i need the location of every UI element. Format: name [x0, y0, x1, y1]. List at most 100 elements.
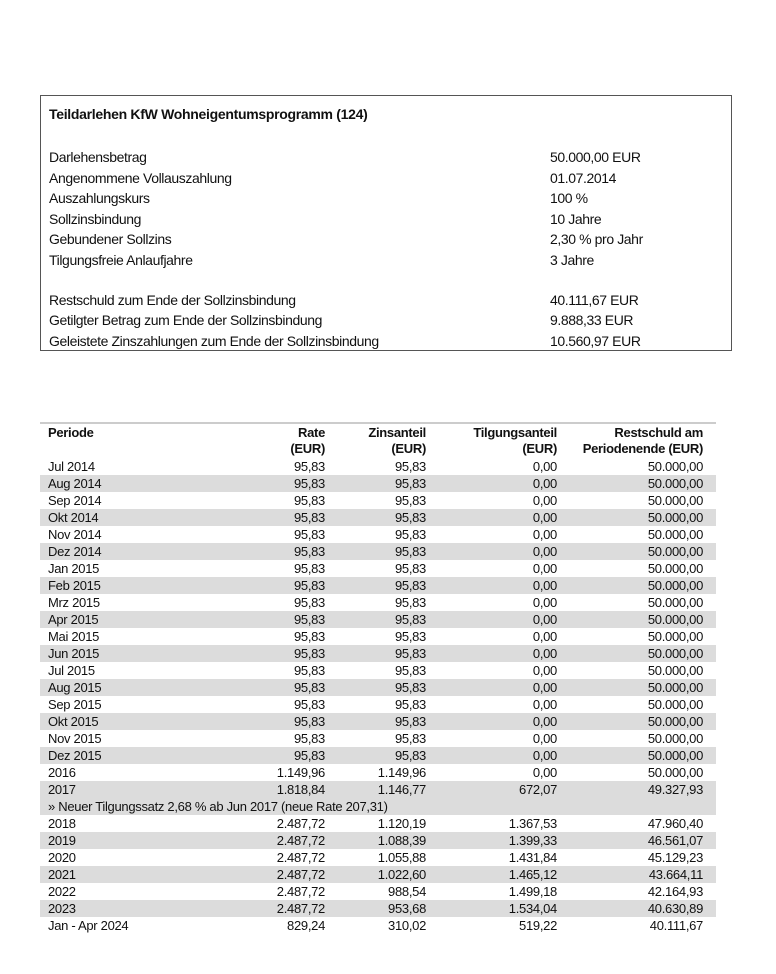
table-cell: Mai 2015 [48, 629, 100, 644]
table-cell: 0,00 [532, 731, 557, 746]
table-header: Periode Rate (EUR) Zinsanteil (EUR) Tilgun… [40, 424, 716, 458]
table-cell: 1.534,04 [508, 901, 558, 916]
table-cell: 0,00 [532, 629, 557, 644]
table-cell: 0,00 [532, 680, 557, 695]
table-cell: 95,83 [394, 595, 426, 610]
table-cell: 2017 [48, 782, 76, 797]
table-cell: 95,83 [293, 578, 325, 593]
table-cell: 2022 [48, 884, 76, 899]
table-cell: 0,00 [532, 612, 557, 627]
table-row: 2023 2.487,72 953,68 1.534,04 40.630,89 [40, 900, 716, 917]
summary-label: Tilgungsfreie Anlaufjahre [49, 252, 193, 268]
summary-value: 01.07.2014 [550, 170, 617, 186]
table-cell: 50.000,00 [647, 680, 703, 695]
table-cell: 95,83 [394, 510, 426, 525]
table-cell: 672,07 [519, 782, 557, 797]
table-cell: 95,83 [293, 510, 325, 525]
table-row: Jan - Apr 2024 829,24 310,02 519,22 40.111,6… [40, 917, 716, 934]
table-row: 2021 2.487,72 1.022,60 1.465,12 43.664,11 [40, 866, 716, 883]
table-cell: 0,00 [532, 544, 557, 559]
table-cell: 0,00 [532, 510, 557, 525]
table-row: Okt 2015 95,83 95,83 0,00 50.000,00 [40, 713, 716, 730]
table-cell: Jul 2015 [48, 663, 95, 678]
table-cell: 0,00 [532, 697, 557, 712]
table-cell: 1.088,39 [377, 833, 427, 848]
table-cell: 2023 [48, 901, 76, 916]
table-cell: 988,54 [388, 884, 426, 899]
table-cell: 0,00 [532, 476, 557, 491]
table-cell: 2.487,72 [276, 901, 326, 916]
summary-label: Gebundener Sollzins [49, 231, 172, 247]
table-cell: 95,83 [293, 476, 325, 491]
table-cell: 2020 [48, 850, 76, 865]
table-cell: 50.000,00 [647, 663, 703, 678]
table-cell: 95,83 [293, 459, 325, 474]
table-cell: 0,00 [532, 459, 557, 474]
table-cell: 1.818,84 [276, 782, 326, 797]
table-cell: 1.367,53 [508, 816, 558, 831]
repayment-table: Periode Rate (EUR) Zinsanteil (EUR) Tilgun… [40, 422, 716, 934]
table-cell: 310,02 [388, 918, 426, 933]
summary-value: 40.111,67 EUR [550, 292, 639, 308]
table-cell: Dez 2014 [48, 544, 102, 559]
table-cell: 95,83 [394, 646, 426, 661]
table-cell: Nov 2015 [48, 731, 102, 746]
table-cell: Jun 2015 [48, 646, 100, 661]
table-row: Mai 2015 95,83 95,83 0,00 50.000,00 [40, 628, 716, 645]
table-row: Okt 2014 95,83 95,83 0,00 50.000,00 [40, 509, 716, 526]
table-cell: 43.664,11 [648, 867, 703, 882]
table-row: Mrz 2015 95,83 95,83 0,00 50.000,00 [40, 594, 716, 611]
table-cell: 95,83 [293, 680, 325, 695]
table-row: Nov 2015 95,83 95,83 0,00 50.000,00 [40, 730, 716, 747]
table-cell: 2018 [48, 816, 76, 831]
summary-value: 3 Jahre [550, 252, 594, 268]
summary-item: Geleistete Zinszahlungen zum Ende der So… [49, 331, 729, 351]
table-cell: Okt 2014 [48, 510, 99, 525]
table-cell: 50.000,00 [647, 646, 703, 661]
table-cell: Aug 2014 [48, 476, 102, 491]
table-row: 2016 1.149,96 1.149,96 0,00 50.000,00 [40, 764, 716, 781]
loan-summary-box: Teildarlehen KfW Wohneigentumsprogramm (… [40, 95, 732, 351]
table-cell: 1.499,18 [508, 884, 558, 899]
table-cell: 0,00 [532, 714, 557, 729]
table-cell: Okt 2015 [48, 714, 99, 729]
table-cell: 1.055,88 [377, 850, 427, 865]
table-row: Sep 2014 95,83 95,83 0,00 50.000,00 [40, 492, 716, 509]
summary-label: Restschuld zum Ende der Sollzinsbindung [49, 292, 296, 308]
table-cell: 0,00 [532, 527, 557, 542]
table-cell: 49.327,93 [647, 782, 703, 797]
table-cell: 95,83 [293, 646, 325, 661]
table-cell: Sep 2015 [48, 697, 102, 712]
summary-item: Tilgungsfreie Anlaufjahre 3 Jahre [49, 250, 729, 270]
table-row: Jan 2015 95,83 95,83 0,00 50.000,00 [40, 560, 716, 577]
table-cell: 95,83 [293, 629, 325, 644]
header-rate: Rate (EUR) [290, 425, 325, 456]
summary-value: 2,30 % pro Jahr [550, 231, 643, 247]
table-cell: 1.399,33 [508, 833, 558, 848]
table-row: Jun 2015 95,83 95,83 0,00 50.000,00 [40, 645, 716, 662]
table-cell: 829,24 [287, 918, 325, 933]
table-cell: Apr 2015 [48, 612, 99, 627]
table-row: 2019 2.487,72 1.088,39 1.399,33 46.561,07 [40, 832, 716, 849]
table-cell: 1.149,96 [276, 765, 326, 780]
table-cell: 50.000,00 [647, 731, 703, 746]
summary-label: Angenommene Vollauszahlung [49, 170, 232, 186]
table-cell: Jan 2015 [48, 561, 100, 576]
table-cell: 95,83 [394, 680, 426, 695]
summary-label: Geleistete Zinszahlungen zum Ende der So… [49, 333, 379, 349]
table-cell: 2016 [48, 765, 76, 780]
table-cell: 95,83 [293, 714, 325, 729]
table-cell: 95,83 [293, 527, 325, 542]
summary-value: 10 Jahre [550, 211, 602, 227]
table-cell: 95,83 [394, 697, 426, 712]
table-cell: 1.431,84 [508, 850, 558, 865]
table-row: Apr 2015 95,83 95,83 0,00 50.000,00 [40, 611, 716, 628]
table-cell: 50.000,00 [647, 697, 703, 712]
summary-item: Gebundener Sollzins 2,30 % pro Jahr [49, 229, 729, 249]
table-cell: 50.000,00 [647, 476, 703, 491]
table-row: 2020 2.487,72 1.055,88 1.431,84 45.129,23 [40, 849, 716, 866]
table-cell: 50.000,00 [647, 629, 703, 644]
loan-title: Teildarlehen KfW Wohneigentumsprogramm (… [49, 106, 368, 122]
header-periode: Periode [48, 425, 94, 440]
table-cell: 95,83 [394, 663, 426, 678]
